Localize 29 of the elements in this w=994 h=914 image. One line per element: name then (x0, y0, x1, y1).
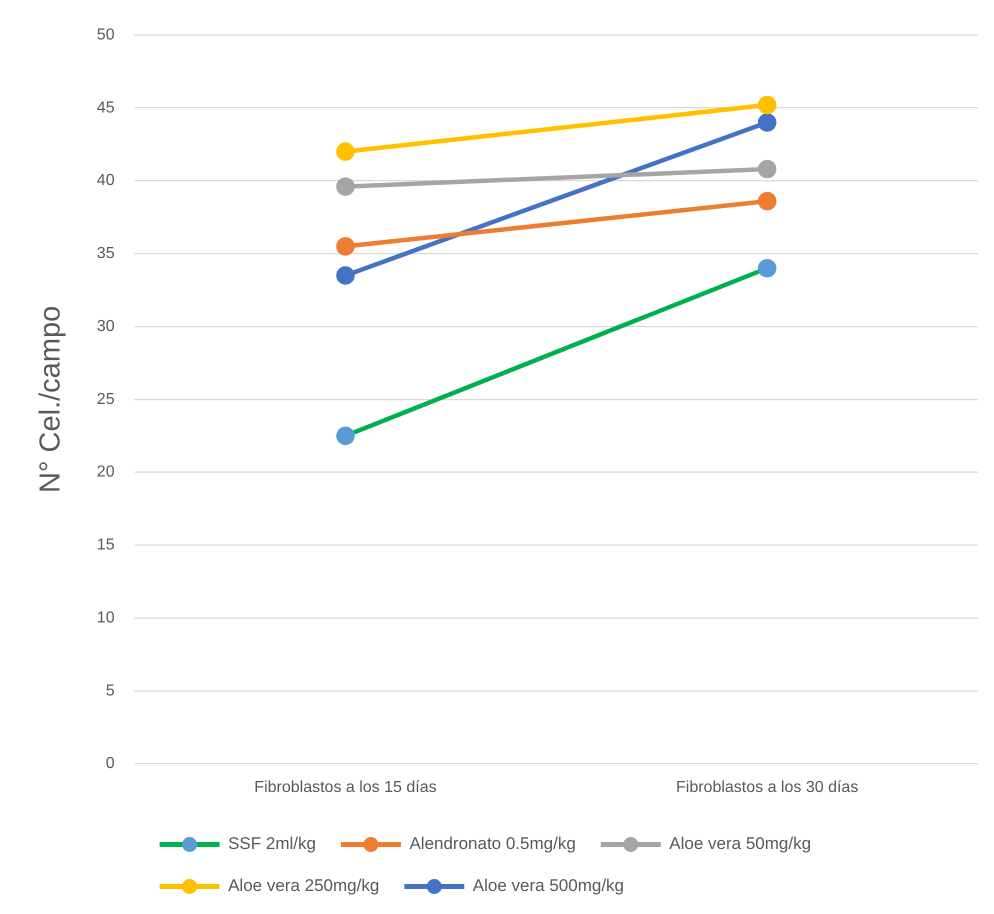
point (336, 266, 355, 285)
y-tick-label: 25 (96, 390, 115, 408)
legend-label: Aloe vera 250mg/kg (228, 876, 380, 896)
point (336, 426, 355, 446)
legend-label: Aloe vera 50mg/kg (669, 834, 812, 854)
legend-label: SSF 2ml/kg (228, 834, 316, 854)
point (758, 113, 776, 132)
y-tick-label: 40 (96, 172, 115, 190)
point (758, 160, 776, 178)
y-tick-label: 10 (96, 609, 115, 626)
y-tick-label: 20 (96, 464, 115, 481)
y-tick-label: 45 (96, 99, 115, 116)
point (758, 192, 776, 210)
point (336, 237, 355, 256)
y-tick-label: 5 (106, 682, 115, 700)
y-tick-label: 35 (96, 245, 115, 262)
point (336, 142, 355, 161)
y-tick-label: 30 (96, 318, 115, 335)
y-tick-label: 0 (106, 755, 115, 772)
legend-label: Alendronato 0.5mg/kg (409, 834, 576, 854)
y-tick-label: 15 (96, 536, 115, 554)
point (758, 258, 776, 278)
point (758, 96, 776, 114)
x-tick-label: Fibroblastos a los 15 días (254, 778, 437, 796)
legend-label: Aloe vera 500mg/kg (472, 876, 624, 896)
y-axis-title: N° Cel./campo (34, 306, 66, 494)
x-tick-label: Fibroblastos a los 30 días (676, 778, 858, 796)
point (336, 177, 355, 196)
y-tick-label: 50 (96, 26, 115, 44)
